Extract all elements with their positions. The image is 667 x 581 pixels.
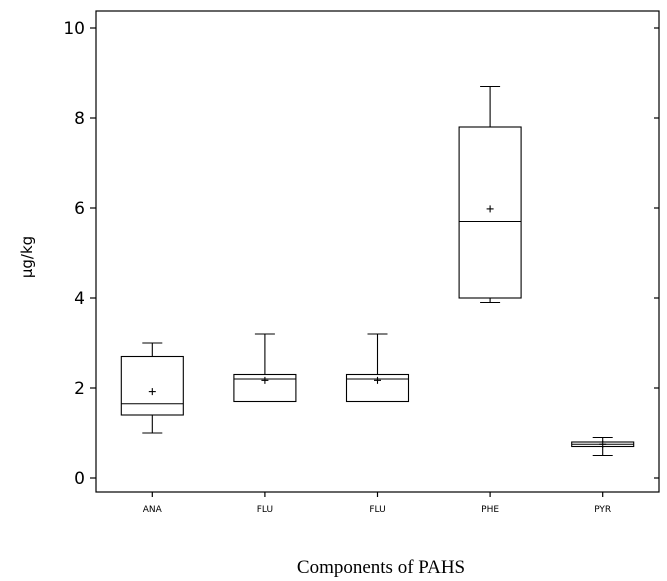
x-tick-label: FLU xyxy=(257,505,273,515)
plot-area: 0 2 4 6 8 10 ANA FLU FLU PHE PYR xyxy=(63,10,660,515)
box-ana xyxy=(120,355,184,416)
y-tick-label: 10 xyxy=(63,19,85,39)
y-tick-label: 0 xyxy=(74,469,85,489)
plot-frame xyxy=(95,10,660,493)
y-tick-label: 4 xyxy=(74,289,85,309)
y-tick-label: 2 xyxy=(74,379,85,399)
x-tick-label: PYR xyxy=(594,505,611,515)
y-tick-label: 6 xyxy=(74,199,85,219)
box-phe xyxy=(458,126,522,299)
x-tick-label: ANA xyxy=(143,505,163,515)
x-tick-label: PHE xyxy=(481,505,499,515)
y-axis-title: µg/kg xyxy=(18,236,36,278)
y-tick-label: 8 xyxy=(74,109,85,129)
x-axis-title: Components of PAHS xyxy=(297,557,465,578)
x-tick-label: FLU xyxy=(369,505,385,515)
